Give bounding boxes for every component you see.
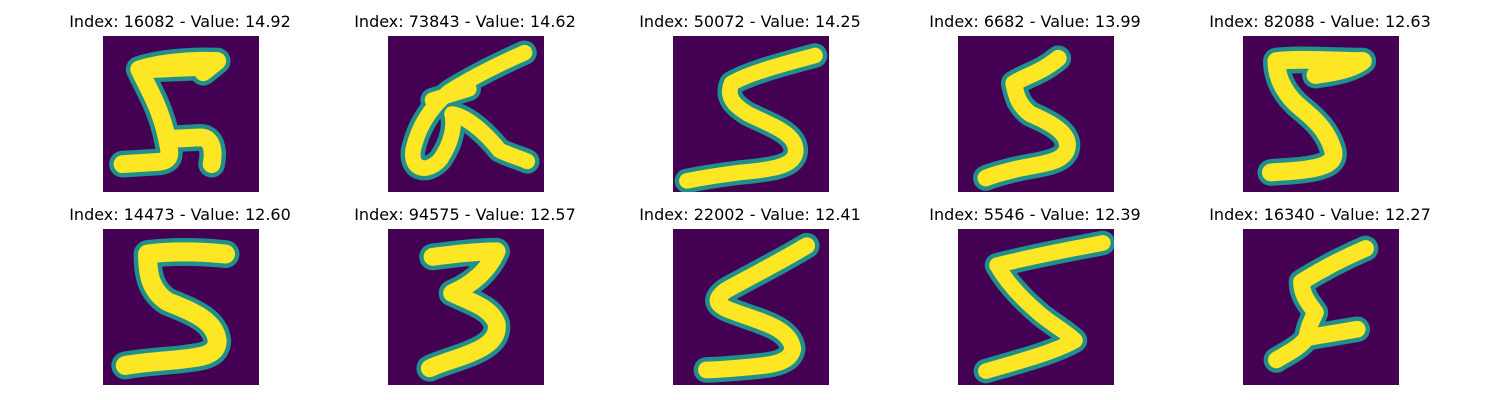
- digit-stroke: [405, 44, 536, 176]
- digit-panel: Index: 50072 - Value: 14.25: [605, 12, 895, 192]
- digit-stroke: [420, 242, 506, 378]
- digit-stroke: [698, 237, 816, 379]
- digit-stroke: [113, 51, 227, 174]
- panel-title: Index: 82088 - Value: 12.63: [1209, 12, 1431, 31]
- digit-image: [673, 36, 829, 192]
- digit-stroke: [977, 49, 1076, 187]
- panel-title: Index: 14473 - Value: 12.60: [69, 205, 291, 224]
- digit-stroke: [1261, 50, 1372, 182]
- digit-stroke: [978, 235, 1111, 379]
- digit-panel: Index: 5546 - Value: 12.39: [890, 205, 1180, 385]
- panel-title: Index: 16082 - Value: 14.92: [69, 12, 291, 31]
- panel-title: Index: 6682 - Value: 13.99: [929, 12, 1141, 31]
- digit-image: [958, 36, 1114, 192]
- digit-image: [1243, 229, 1399, 385]
- panel-title: Index: 50072 - Value: 14.25: [639, 12, 861, 31]
- digit-panel: Index: 82088 - Value: 12.63: [1175, 12, 1465, 192]
- digit-image: [103, 229, 259, 385]
- digit-panel: Index: 22002 - Value: 12.41: [605, 205, 895, 385]
- digit-panel: Index: 6682 - Value: 13.99: [890, 12, 1180, 192]
- digit-image: [958, 229, 1114, 385]
- digit-panel: Index: 16340 - Value: 12.27: [1175, 205, 1465, 385]
- digit-panel: Index: 14473 - Value: 12.60: [35, 205, 325, 385]
- digit-stroke: [115, 242, 236, 375]
- digit-stroke: [1268, 240, 1374, 369]
- panel-title: Index: 94575 - Value: 12.57: [354, 205, 576, 224]
- digit-panel: Index: 16082 - Value: 14.92: [35, 12, 325, 192]
- digit-image: [103, 36, 259, 192]
- digit-stroke: [679, 47, 823, 189]
- digit-panel: Index: 73843 - Value: 14.62: [320, 12, 610, 192]
- panel-title: Index: 5546 - Value: 12.39: [929, 205, 1141, 224]
- digit-image: [388, 229, 544, 385]
- digit-image: [388, 36, 544, 192]
- panel-title: Index: 73843 - Value: 14.62: [354, 12, 576, 31]
- panel-title: Index: 16340 - Value: 12.27: [1209, 205, 1431, 224]
- digit-image: [1243, 36, 1399, 192]
- digit-panel: Index: 94575 - Value: 12.57: [320, 205, 610, 385]
- digit-image: [673, 229, 829, 385]
- panel-title: Index: 22002 - Value: 12.41: [639, 205, 861, 224]
